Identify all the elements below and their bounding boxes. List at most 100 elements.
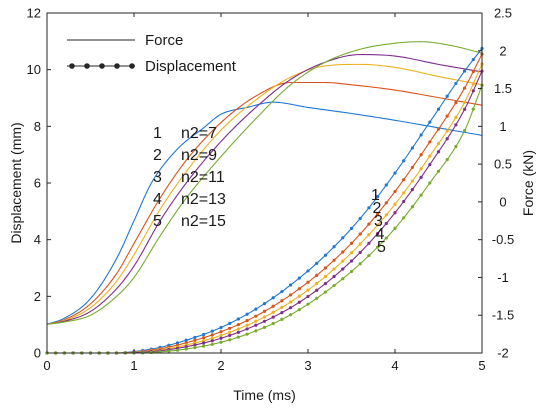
displacement-marker-2	[349, 241, 354, 245]
displacement-marker-5	[306, 302, 310, 306]
displacement-marker-5	[167, 349, 171, 353]
displacement-marker-3	[349, 251, 354, 255]
y-right-tick-label: 1.5	[494, 81, 512, 96]
displacement-marker-2	[193, 338, 197, 342]
displacement-marker-4	[306, 294, 310, 299]
displacement-marker-4	[393, 211, 397, 215]
displacement-marker-2	[236, 323, 240, 327]
displacement-marker-3	[332, 267, 336, 271]
displacement-marker-5	[219, 340, 223, 344]
displacement-marker-4	[376, 232, 380, 236]
displacement-marker-4	[332, 274, 336, 279]
displacement-marker-2	[315, 273, 319, 277]
displacement-marker-5	[428, 181, 432, 185]
y-right-axis-title: Force (kN)	[520, 150, 536, 216]
displacement-marker-2	[393, 189, 397, 194]
displacement-marker-1	[349, 226, 354, 230]
y-left-tick-label: 6	[34, 176, 41, 191]
displacement-marker-5	[193, 346, 197, 350]
displacement-marker-5	[297, 308, 301, 312]
displacement-marker-3	[402, 191, 406, 195]
displacement-curve-3	[47, 63, 483, 354]
displacement-marker-3	[315, 281, 319, 286]
displacement-marker-2	[184, 341, 188, 345]
displacement-marker-3	[289, 300, 293, 304]
y-right-tick-label: 2	[499, 43, 506, 58]
displacement-marker-4	[262, 319, 267, 323]
displacement-marker-2	[306, 280, 310, 284]
legend-displacement-dot	[114, 63, 120, 69]
displacement-marker-1	[193, 335, 197, 340]
displacement-marker-1	[384, 183, 388, 187]
force-curve-2	[46, 81, 483, 325]
y-left-axis-title: Displacement (mm)	[8, 122, 24, 243]
displacement-marker-2	[436, 127, 441, 131]
displacement-marker-1	[471, 57, 475, 62]
displacement-marker-1	[202, 332, 206, 337]
displacement-marker-3	[306, 288, 310, 292]
displacement-marker-2	[262, 309, 267, 313]
x-tick-label: 2	[217, 358, 224, 373]
displacement-marker-1	[436, 107, 441, 111]
displacement-marker-2	[428, 140, 432, 144]
x-tick-label: 5	[478, 358, 485, 373]
displacement-marker-3	[228, 330, 232, 334]
x-tick-label: 4	[391, 358, 398, 373]
force-curve-3	[46, 63, 483, 325]
displacement-marker-5	[341, 277, 345, 281]
displacement-marker-1	[280, 289, 284, 294]
displacement-marker-3	[410, 179, 414, 183]
displacement-marker-3	[210, 336, 214, 340]
displacement-marker-2	[419, 153, 423, 157]
y-right-tick-label: 2.5	[494, 6, 512, 21]
displacement-marker-5	[384, 236, 388, 240]
case-parameter: n2=15	[181, 213, 226, 230]
y-right-tick-label: -1	[497, 270, 509, 285]
displacement-curve-tag: 5	[377, 239, 386, 256]
displacement-marker-1	[306, 269, 310, 273]
displacement-marker-4	[384, 221, 388, 226]
displacement-marker-1	[236, 317, 240, 321]
displacement-marker-1	[184, 338, 188, 342]
displacement-marker-1	[454, 81, 458, 86]
displacement-marker-5	[202, 344, 206, 348]
case-parameter: n2=7	[181, 125, 217, 142]
displacement-marker-3	[323, 274, 327, 279]
displacement-marker-2	[323, 266, 327, 270]
case-number: 3	[153, 169, 162, 186]
displacement-marker-1	[289, 283, 293, 287]
displacement-marker-5	[149, 350, 153, 355]
displacement-marker-2	[202, 336, 206, 340]
displacement-marker-1	[393, 171, 397, 175]
displacement-marker-4	[280, 311, 284, 315]
displacement-marker-2	[289, 293, 293, 297]
displacement-marker-2	[384, 201, 388, 205]
displacement-marker-5	[236, 335, 240, 339]
displacement-marker-5	[402, 216, 406, 220]
displacement-marker-5	[410, 205, 414, 209]
displacement-marker-2	[402, 178, 406, 182]
displacement-marker-4	[419, 175, 423, 179]
displacement-marker-3	[271, 310, 275, 314]
displacement-marker-4	[193, 343, 197, 347]
displacement-marker-3	[376, 223, 380, 227]
displacement-marker-1	[428, 120, 432, 124]
displacement-marker-3	[367, 233, 371, 237]
legend-displacement-dot	[84, 63, 90, 69]
displacement-marker-4	[454, 123, 458, 127]
displacement-marker-2	[471, 69, 475, 74]
displacement-marker-3	[297, 294, 301, 298]
case-parameter: n2=11	[181, 169, 225, 186]
displacement-marker-2	[358, 232, 362, 236]
displacement-marker-5	[184, 347, 188, 351]
case-number: 2	[153, 147, 162, 164]
displacement-marker-3	[436, 141, 441, 146]
displacement-marker-2	[332, 258, 336, 262]
displacement-marker-4	[202, 341, 206, 345]
displacement-marker-2	[463, 86, 467, 90]
displacement-marker-2	[271, 304, 275, 308]
displacement-marker-5	[332, 283, 336, 288]
displacement-marker-1	[402, 159, 406, 163]
displacement-marker-5	[289, 313, 293, 317]
